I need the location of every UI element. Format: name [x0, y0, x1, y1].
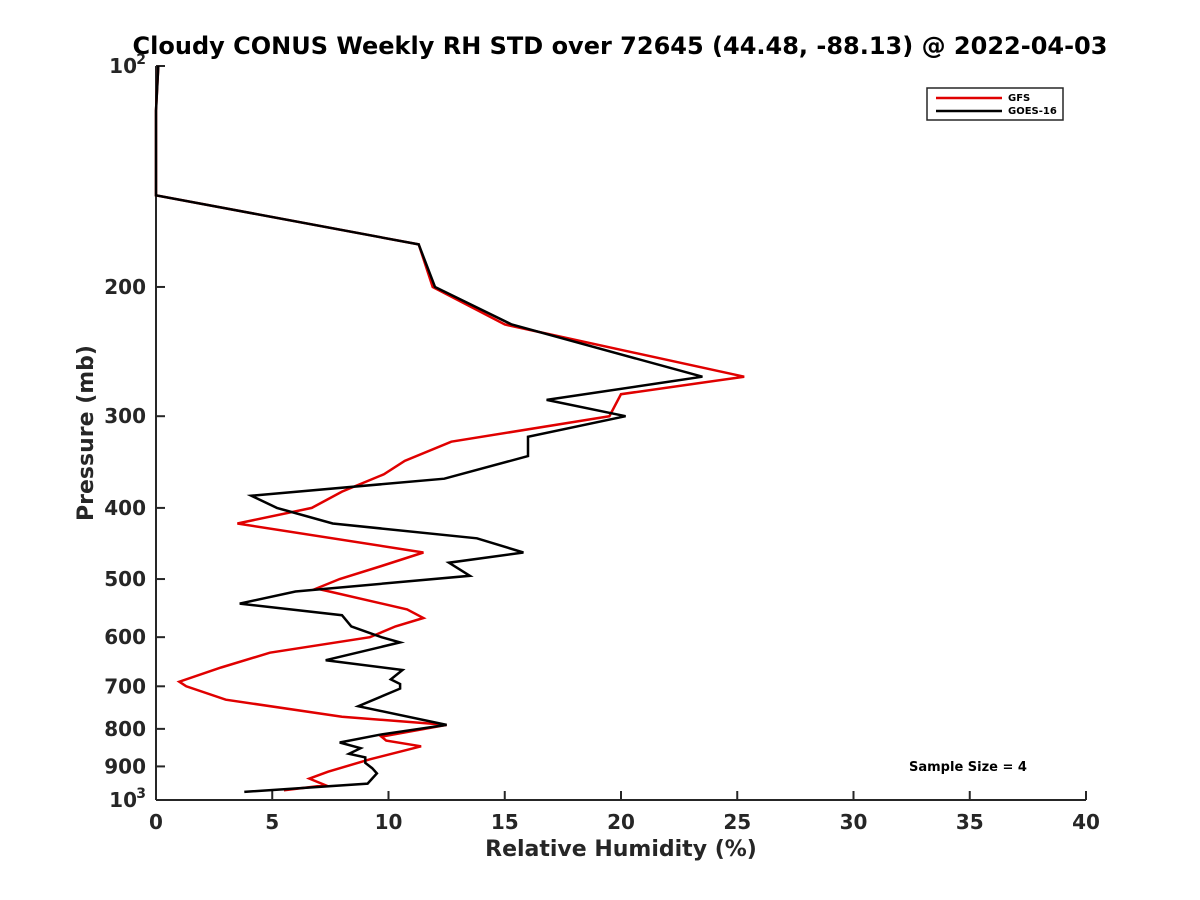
y-tick-exponent: 3 — [136, 786, 146, 802]
y-tick-exponent: 2 — [136, 52, 146, 68]
legend-label-gfs: GFS — [1008, 93, 1030, 104]
y-tick-label: 600 — [104, 625, 146, 649]
y-tick-label: 800 — [104, 717, 146, 741]
plot-axes — [155, 66, 1086, 801]
legend-box — [926, 87, 1064, 121]
y-tick-label: 500 — [104, 567, 146, 591]
x-tick-label: 30 — [840, 810, 868, 834]
y-tick-label: 300 — [104, 404, 146, 428]
x-tick-label: 25 — [723, 810, 751, 834]
y-tick-label: 900 — [104, 754, 146, 778]
series-line-goes16 — [154, 65, 703, 794]
x-tick-label: 10 — [375, 810, 403, 834]
series-line-gfs — [154, 65, 745, 792]
chart-title: Cloudy CONUS Weekly RH STD over 72645 (4… — [133, 32, 1108, 60]
y-axis-label: Pressure (mb) — [74, 345, 99, 521]
legend-label-goes16: GOES-16 — [1008, 106, 1057, 117]
x-tick-label: 20 — [607, 810, 635, 834]
y-tick-label: 400 — [104, 496, 146, 520]
x-tick-label: 0 — [149, 810, 163, 834]
y-tick-label: 10 — [109, 788, 137, 812]
x-tick-label: 5 — [265, 810, 279, 834]
series-layer — [154, 65, 745, 794]
y-tick-label: 700 — [104, 674, 146, 698]
sample-size-annotation: Sample Size = 4 — [909, 760, 1027, 775]
x-tick-label: 15 — [491, 810, 519, 834]
y-tick-label: 10 — [109, 54, 137, 78]
x-tick-label: 40 — [1072, 810, 1100, 834]
x-tick-label: 35 — [956, 810, 984, 834]
x-axis-label: Relative Humidity (%) — [485, 837, 757, 862]
x-ticks: 0 5 10 15 20 25 30 35 40 — [149, 791, 1100, 834]
legend: GFS GOES-16 — [926, 87, 1064, 121]
y-tick-label: 200 — [104, 275, 146, 299]
